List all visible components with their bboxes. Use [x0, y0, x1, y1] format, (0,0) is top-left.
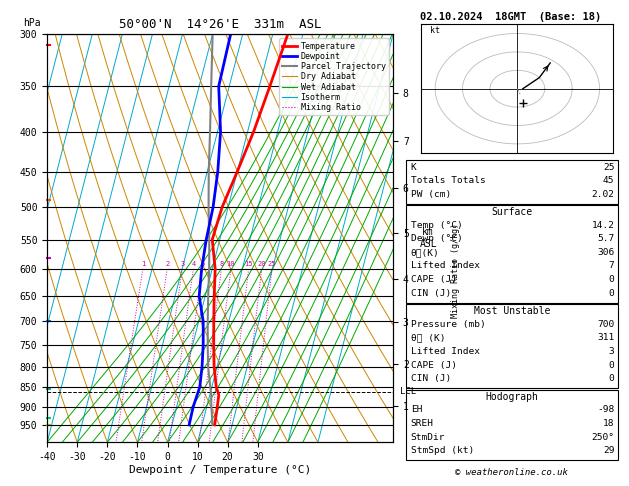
Text: Dewp (°C): Dewp (°C) — [411, 234, 462, 243]
Text: SREH: SREH — [411, 419, 434, 428]
Text: 2.02: 2.02 — [591, 190, 615, 199]
Text: Totals Totals: Totals Totals — [411, 176, 486, 186]
Text: Temp (°C): Temp (°C) — [411, 221, 462, 230]
Text: 5.7: 5.7 — [598, 234, 615, 243]
Text: 18: 18 — [603, 419, 615, 428]
Text: © weatheronline.co.uk: © weatheronline.co.uk — [455, 468, 568, 477]
Text: Lifted Index: Lifted Index — [411, 347, 480, 356]
Text: CAPE (J): CAPE (J) — [411, 361, 457, 370]
Text: 14.2: 14.2 — [591, 221, 615, 230]
Text: 7: 7 — [609, 261, 615, 271]
Text: 306: 306 — [598, 248, 615, 257]
Legend: Temperature, Dewpoint, Parcel Trajectory, Dry Adiabat, Wet Adiabat, Isotherm, Mi: Temperature, Dewpoint, Parcel Trajectory… — [279, 38, 389, 115]
Text: K: K — [411, 163, 416, 172]
Text: 0: 0 — [609, 361, 615, 370]
Text: StmSpd (kt): StmSpd (kt) — [411, 446, 474, 455]
Text: Most Unstable: Most Unstable — [474, 306, 550, 316]
Y-axis label: km
ASL: km ASL — [420, 227, 437, 249]
Text: 0: 0 — [609, 275, 615, 284]
Text: CIN (J): CIN (J) — [411, 374, 451, 383]
Text: Hodograph: Hodograph — [485, 392, 538, 402]
Text: 3: 3 — [609, 347, 615, 356]
Text: Pressure (mb): Pressure (mb) — [411, 320, 486, 329]
Text: 25: 25 — [603, 163, 615, 172]
Text: 1: 1 — [141, 261, 145, 267]
Text: 8: 8 — [220, 261, 223, 267]
Text: PW (cm): PW (cm) — [411, 190, 451, 199]
Text: CIN (J): CIN (J) — [411, 289, 451, 298]
Text: 20: 20 — [257, 261, 266, 267]
Text: -98: -98 — [598, 405, 615, 415]
Text: θᴄ(K): θᴄ(K) — [411, 248, 440, 257]
Text: kt: kt — [430, 27, 440, 35]
Text: 250°: 250° — [591, 433, 615, 442]
Text: 02.10.2024  18GMT  (Base: 18): 02.10.2024 18GMT (Base: 18) — [420, 12, 602, 22]
Text: hPa: hPa — [23, 18, 41, 28]
Text: 15: 15 — [245, 261, 253, 267]
Text: 0: 0 — [609, 289, 615, 298]
Text: 4: 4 — [191, 261, 196, 267]
Text: 45: 45 — [603, 176, 615, 186]
Text: θᴄ (K): θᴄ (K) — [411, 333, 445, 343]
Text: 2: 2 — [165, 261, 169, 267]
Text: 0: 0 — [609, 374, 615, 383]
Text: CAPE (J): CAPE (J) — [411, 275, 457, 284]
Text: 10: 10 — [226, 261, 235, 267]
Text: 5: 5 — [200, 261, 204, 267]
Text: Surface: Surface — [491, 207, 532, 217]
Text: Lifted Index: Lifted Index — [411, 261, 480, 271]
Title: 50°00'N  14°26'E  331m  ASL: 50°00'N 14°26'E 331m ASL — [119, 18, 321, 32]
Text: 29: 29 — [603, 446, 615, 455]
Text: StmDir: StmDir — [411, 433, 445, 442]
Text: 311: 311 — [598, 333, 615, 343]
Text: 3: 3 — [180, 261, 184, 267]
Text: EH: EH — [411, 405, 422, 415]
X-axis label: Dewpoint / Temperature (°C): Dewpoint / Temperature (°C) — [129, 465, 311, 475]
Text: 25: 25 — [268, 261, 276, 267]
Text: Mixing Ratio (g/kg): Mixing Ratio (g/kg) — [451, 223, 460, 318]
Text: 700: 700 — [598, 320, 615, 329]
Text: LCL: LCL — [400, 387, 416, 397]
